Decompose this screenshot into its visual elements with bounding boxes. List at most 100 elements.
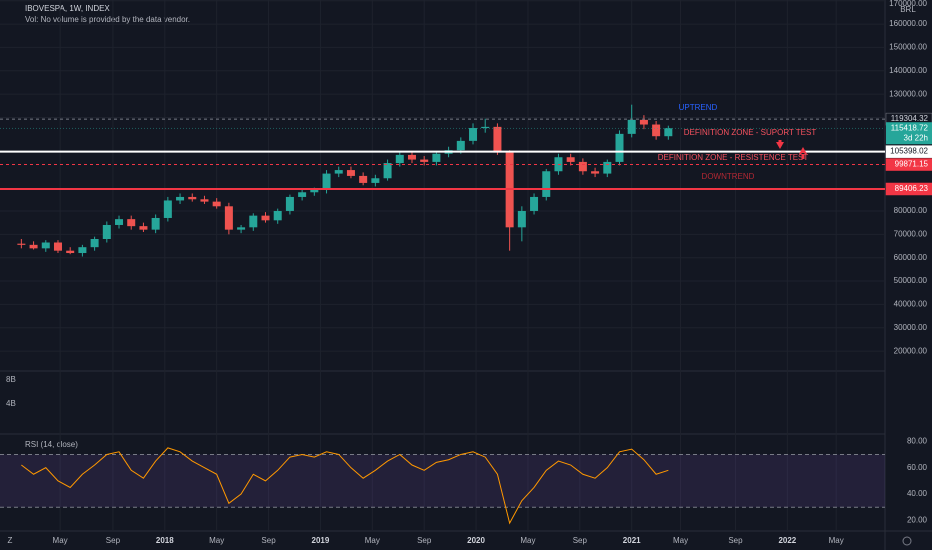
candle-body — [346, 170, 355, 176]
y-tick-label: 30000.00 — [894, 323, 928, 332]
x-tick-label: 2022 — [778, 536, 796, 545]
level-label: 119304.32 — [891, 114, 929, 123]
z-icon[interactable]: Z — [8, 536, 13, 545]
candle-body — [176, 196, 185, 201]
volume-tick-label: 8B — [6, 375, 16, 384]
candle-body — [163, 200, 172, 218]
candle-body — [407, 154, 416, 160]
candle-body — [285, 196, 294, 211]
candle-body — [90, 239, 99, 248]
candle-body — [493, 126, 502, 153]
candle-body — [530, 196, 539, 211]
x-tick-label: Sep — [573, 536, 588, 545]
settings-icon[interactable] — [902, 536, 912, 546]
candle-body — [115, 219, 124, 225]
candle-body — [481, 126, 490, 129]
candle-body — [395, 154, 404, 164]
y-tick-label: 40000.00 — [894, 300, 928, 309]
candle-body — [603, 161, 612, 174]
candle-body — [432, 153, 441, 162]
candle-body — [456, 140, 465, 151]
candle-body — [615, 133, 624, 162]
level-label: 99871.15 — [895, 160, 929, 169]
last-price-label: 115418.72 — [891, 123, 929, 132]
y-tick-label: 140000.00 — [889, 66, 927, 75]
y-tick-label: 50000.00 — [894, 276, 928, 285]
candle-body — [591, 171, 600, 174]
level-box — [885, 158, 932, 171]
y-tick-label: 150000.00 — [889, 43, 927, 52]
candle-body — [639, 119, 648, 125]
candle-body — [41, 242, 50, 249]
annotation: DEFINITION ZONE - RESISTENCE TEST — [658, 153, 809, 162]
last-price-box — [886, 122, 932, 145]
x-tick-label: May — [53, 536, 68, 545]
candle-body — [127, 219, 136, 227]
rsi-line — [21, 447, 669, 525]
y-tick-label: 160000.00 — [889, 19, 927, 28]
countdown: 3d 22h — [904, 133, 928, 142]
x-tick-label: May — [209, 536, 224, 545]
rsi-tick-label: 20.00 — [907, 516, 928, 525]
volume-tick-label: 4B — [6, 399, 16, 408]
candle-body — [139, 226, 148, 230]
x-tick-label: May — [829, 536, 844, 545]
x-tick-label: Sep — [106, 536, 121, 545]
candle-body — [566, 157, 575, 162]
candle-body — [53, 242, 62, 251]
candle-body — [29, 244, 38, 249]
candle-body — [578, 161, 587, 172]
level-box — [885, 145, 932, 158]
rsi-band — [0, 454, 885, 508]
rsi-tick-label: 40.00 — [907, 489, 928, 498]
candle-body — [261, 215, 270, 221]
x-tick-label: May — [520, 536, 535, 545]
candle-body — [542, 171, 551, 197]
y-tick-label: 20000.00 — [894, 346, 928, 355]
annotation: DEFINITION ZONE - SUPORT TEST — [684, 128, 817, 137]
rsi-tick-label: 80.00 — [907, 436, 928, 445]
annotation: UPTREND — [679, 103, 718, 112]
y-tick-label: 170000.00 — [889, 0, 927, 8]
candle-body — [212, 201, 221, 207]
candle-body — [224, 206, 233, 230]
candle-body — [627, 119, 636, 134]
x-tick-label: 2021 — [623, 536, 641, 545]
x-tick-label: Sep — [417, 536, 432, 545]
level-label: 105398.02 — [890, 147, 928, 156]
candle-body — [102, 224, 111, 240]
x-tick-label: Sep — [261, 536, 276, 545]
candle-body — [517, 210, 526, 228]
y-tick-label: 60000.00 — [894, 253, 928, 262]
candle-body — [371, 178, 380, 183]
annotation: DOWNTREND — [702, 172, 755, 181]
candle-body — [200, 199, 209, 202]
candle-body — [420, 159, 429, 162]
y-tick-label: 130000.00 — [889, 89, 927, 98]
candle-body — [322, 173, 331, 190]
arrow-up — [799, 147, 807, 159]
x-tick-label: 2018 — [156, 536, 174, 545]
candle-body — [469, 128, 478, 141]
candle-body — [17, 243, 26, 245]
level-box — [885, 182, 932, 196]
candle-body — [310, 189, 319, 193]
currency: BRL — [900, 5, 916, 14]
x-tick-label: May — [365, 536, 380, 545]
y-tick-label: 70000.00 — [894, 229, 928, 238]
candle-body — [359, 175, 368, 183]
rsi-tick-label: 60.00 — [907, 463, 928, 472]
volume-note: Vol: No volume is provided by the data v… — [25, 15, 190, 24]
candle-body — [151, 217, 160, 230]
y-tick-label: 80000.00 — [894, 206, 928, 215]
x-tick-label: 2020 — [467, 536, 485, 545]
level-label: 89406.23 — [895, 184, 929, 193]
candle-body — [188, 196, 197, 200]
arrow-down — [776, 140, 784, 149]
candle-body — [652, 124, 661, 137]
candle-body — [66, 250, 75, 254]
x-tick-label: May — [673, 536, 688, 545]
candle-body — [78, 247, 87, 254]
